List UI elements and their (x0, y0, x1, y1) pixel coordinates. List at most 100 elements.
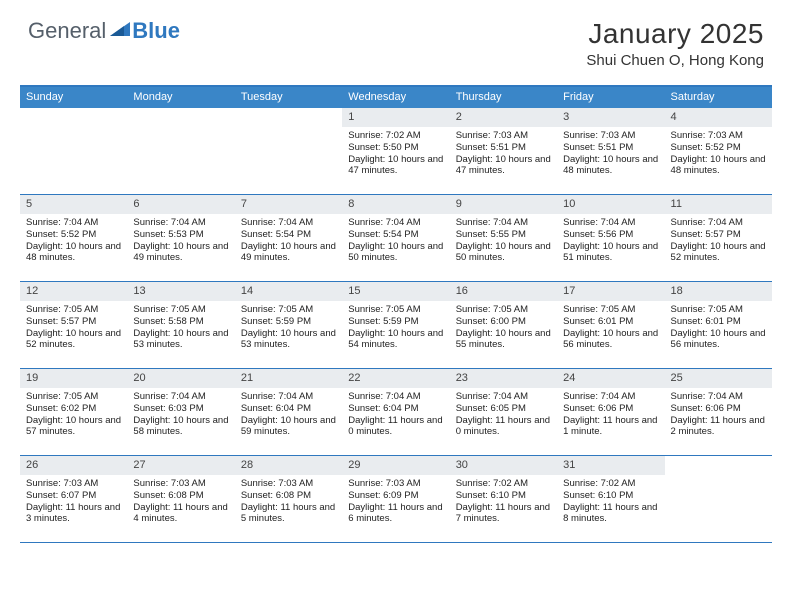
day-details: Sunrise: 7:05 AMSunset: 5:59 PMDaylight:… (342, 301, 449, 356)
sunset-line: Sunset: 5:53 PM (133, 229, 228, 241)
calendar-cell (235, 108, 342, 194)
day-number-empty (235, 108, 342, 127)
sunset-line: Sunset: 5:54 PM (241, 229, 336, 241)
day-number: 27 (127, 456, 234, 475)
sunrise-line: Sunrise: 7:04 AM (348, 217, 443, 229)
daylight-line: Daylight: 10 hours and 53 minutes. (241, 328, 336, 352)
sunset-line: Sunset: 5:51 PM (456, 142, 551, 154)
calendar-cell: 18Sunrise: 7:05 AMSunset: 6:01 PMDayligh… (665, 282, 772, 368)
sunrise-line: Sunrise: 7:05 AM (671, 304, 766, 316)
title-block: January 2025 Shui Chuen O, Hong Kong (586, 18, 764, 69)
sunrise-line: Sunrise: 7:03 AM (241, 478, 336, 490)
weekday-header: Saturday (665, 87, 772, 108)
day-number: 7 (235, 195, 342, 214)
daylight-line: Daylight: 11 hours and 0 minutes. (456, 415, 551, 439)
sunset-line: Sunset: 6:06 PM (563, 403, 658, 415)
day-details: Sunrise: 7:05 AMSunset: 5:58 PMDaylight:… (127, 301, 234, 356)
day-number: 23 (450, 369, 557, 388)
sunset-line: Sunset: 6:05 PM (456, 403, 551, 415)
daylight-line: Daylight: 11 hours and 5 minutes. (241, 502, 336, 526)
day-number-empty (127, 108, 234, 127)
day-number-empty (665, 456, 772, 475)
day-number: 10 (557, 195, 664, 214)
sunrise-line: Sunrise: 7:03 AM (348, 478, 443, 490)
daylight-line: Daylight: 10 hours and 57 minutes. (26, 415, 121, 439)
calendar-cell: 2Sunrise: 7:03 AMSunset: 5:51 PMDaylight… (450, 108, 557, 194)
month-title: January 2025 (586, 18, 764, 50)
day-details: Sunrise: 7:03 AMSunset: 6:08 PMDaylight:… (127, 475, 234, 530)
day-details: Sunrise: 7:04 AMSunset: 6:04 PMDaylight:… (235, 388, 342, 443)
sunrise-line: Sunrise: 7:04 AM (563, 217, 658, 229)
sunrise-line: Sunrise: 7:04 AM (456, 217, 551, 229)
day-details: Sunrise: 7:03 AMSunset: 6:07 PMDaylight:… (20, 475, 127, 530)
day-details: Sunrise: 7:04 AMSunset: 6:04 PMDaylight:… (342, 388, 449, 443)
calendar-cell: 6Sunrise: 7:04 AMSunset: 5:53 PMDaylight… (127, 195, 234, 281)
daylight-line: Daylight: 10 hours and 48 minutes. (26, 241, 121, 265)
daylight-line: Daylight: 11 hours and 7 minutes. (456, 502, 551, 526)
calendar-cell: 5Sunrise: 7:04 AMSunset: 5:52 PMDaylight… (20, 195, 127, 281)
sunrise-line: Sunrise: 7:04 AM (241, 217, 336, 229)
sunset-line: Sunset: 5:55 PM (456, 229, 551, 241)
sunset-line: Sunset: 6:00 PM (456, 316, 551, 328)
sunset-line: Sunset: 6:08 PM (133, 490, 228, 502)
calendar-cell: 19Sunrise: 7:05 AMSunset: 6:02 PMDayligh… (20, 369, 127, 455)
day-details: Sunrise: 7:05 AMSunset: 5:57 PMDaylight:… (20, 301, 127, 356)
calendar: SundayMondayTuesdayWednesdayThursdayFrid… (20, 85, 772, 543)
sunrise-line: Sunrise: 7:02 AM (563, 478, 658, 490)
calendar-cell: 23 Sunrise: 7:04 AMSunset: 6:05 PMDayligh… (450, 369, 557, 455)
location: Shui Chuen O, Hong Kong (586, 52, 764, 69)
day-details: Sunrise: 7:05 AMSunset: 6:01 PMDaylight:… (557, 301, 664, 356)
sunrise-line: Sunrise: 7:05 AM (26, 391, 121, 403)
sunrise-line: Sunrise: 7:04 AM (563, 391, 658, 403)
sunrise-line: Sunrise: 7:04 AM (456, 391, 551, 403)
day-details: Sunrise: 7:04 AMSunset: 5:54 PMDaylight:… (342, 214, 449, 269)
calendar-cell: 30Sunrise: 7:02 AMSunset: 6:10 PMDayligh… (450, 456, 557, 542)
daylight-line: Daylight: 10 hours and 55 minutes. (456, 328, 551, 352)
day-details: Sunrise: 7:03 AMSunset: 5:52 PMDaylight:… (665, 127, 772, 182)
daylight-line: Daylight: 11 hours and 2 minutes. (671, 415, 766, 439)
day-details: Sunrise: 7:03 AMSunset: 5:51 PMDaylight:… (450, 127, 557, 182)
sunrise-line: Sunrise: 7:03 AM (456, 130, 551, 142)
daylight-line: Daylight: 11 hours and 4 minutes. (133, 502, 228, 526)
sunrise-line: Sunrise: 7:05 AM (348, 304, 443, 316)
day-number: 31 (557, 456, 664, 475)
sunset-line: Sunset: 6:10 PM (563, 490, 658, 502)
header: General Blue January 2025 Shui Chuen O, … (0, 0, 792, 77)
day-details: Sunrise: 7:04 AMSunset: 6:06 PMDaylight:… (665, 388, 772, 443)
daylight-line: Daylight: 11 hours and 3 minutes. (26, 502, 121, 526)
sunrise-line: Sunrise: 7:04 AM (671, 391, 766, 403)
sunset-line: Sunset: 6:04 PM (348, 403, 443, 415)
day-details: Sunrise: 7:05 AMSunset: 5:59 PMDaylight:… (235, 301, 342, 356)
day-details: Sunrise: 7:02 AMSunset: 6:10 PMDaylight:… (450, 475, 557, 530)
day-number: 11 (665, 195, 772, 214)
day-details: Sunrise: 7:04 AMSunset: 5:52 PMDaylight:… (20, 214, 127, 269)
day-number: 26 (20, 456, 127, 475)
day-number: 22 (342, 369, 449, 388)
day-number-empty (20, 108, 127, 127)
sunset-line: Sunset: 5:51 PM (563, 142, 658, 154)
logo: General Blue (28, 18, 180, 44)
sunrise-line: Sunrise: 7:03 AM (26, 478, 121, 490)
day-number: 21 (235, 369, 342, 388)
calendar-week: 26Sunrise: 7:03 AMSunset: 6:07 PMDayligh… (20, 456, 772, 543)
calendar-cell (665, 456, 772, 542)
daylight-line: Daylight: 10 hours and 48 minutes. (671, 154, 766, 178)
daylight-line: Daylight: 11 hours and 8 minutes. (563, 502, 658, 526)
weekday-header-row: SundayMondayTuesdayWednesdayThursdayFrid… (20, 87, 772, 108)
sunrise-line: Sunrise: 7:05 AM (133, 304, 228, 316)
sunset-line: Sunset: 5:59 PM (348, 316, 443, 328)
day-details: Sunrise: 7:05 AMSunset: 6:00 PMDaylight:… (450, 301, 557, 356)
day-number: 8 (342, 195, 449, 214)
sunset-line: Sunset: 6:03 PM (133, 403, 228, 415)
day-number: 1 (342, 108, 449, 127)
logo-text-blue: Blue (132, 18, 180, 44)
sunrise-line: Sunrise: 7:04 AM (241, 391, 336, 403)
daylight-line: Daylight: 10 hours and 49 minutes. (133, 241, 228, 265)
daylight-line: Daylight: 10 hours and 54 minutes. (348, 328, 443, 352)
day-number: 15 (342, 282, 449, 301)
daylight-line: Daylight: 10 hours and 48 minutes. (563, 154, 658, 178)
weekday-header: Friday (557, 87, 664, 108)
calendar-cell: 28Sunrise: 7:03 AMSunset: 6:08 PMDayligh… (235, 456, 342, 542)
weekday-header: Wednesday (342, 87, 449, 108)
weekday-header: Sunday (20, 87, 127, 108)
